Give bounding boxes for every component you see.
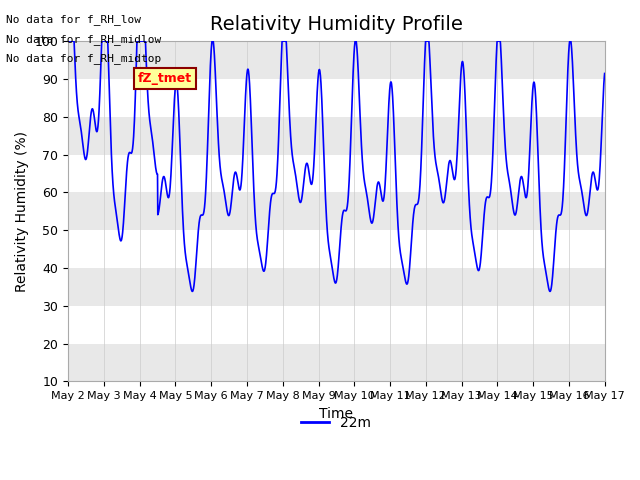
- Bar: [68, 79, 605, 117]
- X-axis label: Time: Time: [319, 407, 353, 420]
- Bar: [68, 268, 605, 306]
- Bar: [68, 155, 605, 192]
- Bar: [68, 41, 605, 79]
- Text: fZ_tmet: fZ_tmet: [138, 72, 192, 85]
- Text: No data for f_RH_low: No data for f_RH_low: [6, 14, 141, 25]
- Text: No data for f_RH_midtop: No data for f_RH_midtop: [6, 53, 162, 64]
- Bar: [68, 230, 605, 268]
- Bar: [68, 192, 605, 230]
- Bar: [68, 344, 605, 382]
- Y-axis label: Relativity Humidity (%): Relativity Humidity (%): [15, 131, 29, 292]
- Text: No data for f_RH_midlow: No data for f_RH_midlow: [6, 34, 162, 45]
- Bar: [68, 117, 605, 155]
- Legend: 22m: 22m: [296, 410, 377, 436]
- Bar: [68, 306, 605, 344]
- Title: Relativity Humidity Profile: Relativity Humidity Profile: [210, 15, 463, 34]
